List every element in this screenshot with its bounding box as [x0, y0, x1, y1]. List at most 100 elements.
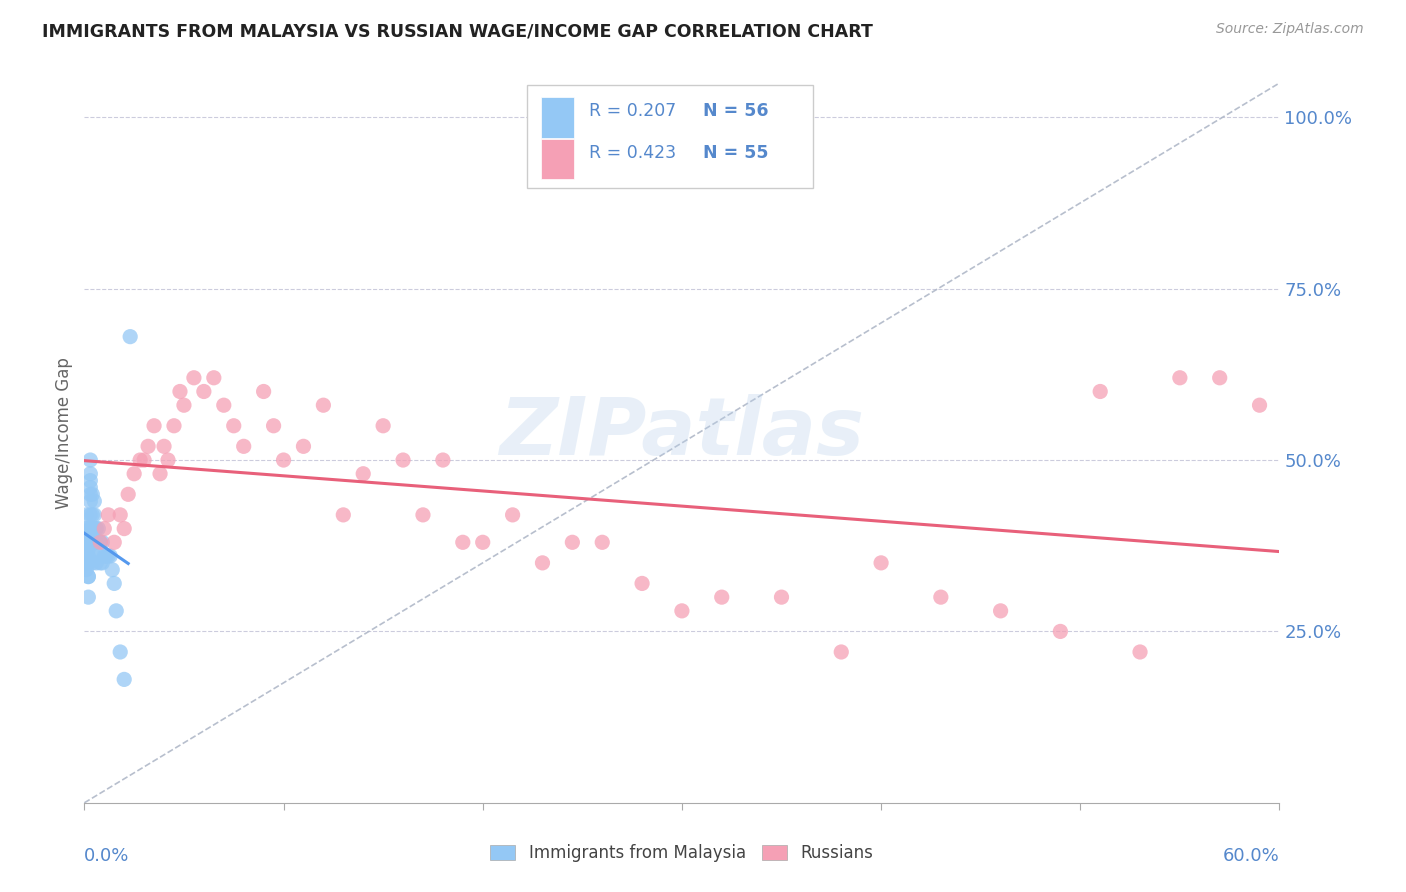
Point: [87, 549, 110, 563]
Point: [75, 522, 97, 536]
Point: [157, 453, 180, 467]
Point: [471, 535, 494, 549]
Point: [110, 508, 132, 522]
Point: [103, 535, 125, 549]
Point: [222, 418, 245, 433]
Point: [1049, 624, 1071, 639]
Point: [77, 556, 100, 570]
Point: [77, 528, 100, 542]
Point: [591, 535, 613, 549]
Point: [671, 604, 693, 618]
Point: [163, 418, 186, 433]
FancyBboxPatch shape: [541, 97, 575, 138]
Text: R = 0.207: R = 0.207: [589, 102, 676, 120]
Point: [561, 535, 583, 549]
Point: [451, 535, 474, 549]
Point: [502, 508, 524, 522]
Point: [83, 508, 105, 522]
Point: [122, 467, 145, 481]
Point: [82, 556, 104, 570]
Point: [83, 494, 105, 508]
Point: [79, 467, 101, 481]
Point: [129, 453, 152, 467]
Point: [83, 522, 105, 536]
Point: [96, 549, 118, 563]
Point: [112, 522, 135, 536]
Point: [79, 480, 101, 494]
Point: [82, 508, 104, 522]
Point: [253, 384, 276, 399]
Point: [929, 590, 952, 604]
Point: [75, 549, 97, 563]
Point: [232, 439, 254, 453]
Point: [98, 549, 121, 563]
Point: [79, 522, 101, 536]
Point: [77, 542, 100, 557]
Point: [143, 418, 166, 433]
Text: Source: ZipAtlas.com: Source: ZipAtlas.com: [1216, 22, 1364, 37]
Y-axis label: Wage/Income Gap: Wage/Income Gap: [55, 357, 73, 508]
Point: [110, 645, 132, 659]
Point: [77, 590, 100, 604]
Text: N = 56: N = 56: [703, 102, 769, 120]
Point: [1209, 371, 1232, 385]
Point: [79, 494, 101, 508]
Point: [392, 453, 415, 467]
Point: [77, 549, 100, 563]
Point: [149, 467, 172, 481]
Point: [79, 487, 101, 501]
Point: [89, 556, 111, 570]
Point: [1090, 384, 1112, 399]
Text: N = 55: N = 55: [703, 144, 769, 161]
Point: [77, 522, 100, 536]
FancyBboxPatch shape: [541, 138, 575, 179]
Point: [75, 563, 97, 577]
Point: [120, 329, 142, 343]
Point: [292, 439, 315, 453]
Point: [89, 535, 111, 549]
Point: [82, 535, 104, 549]
Point: [75, 508, 97, 522]
Point: [89, 535, 111, 549]
Point: [105, 604, 128, 618]
Point: [101, 563, 124, 577]
Point: [173, 398, 195, 412]
Point: [93, 549, 115, 563]
Point: [183, 371, 205, 385]
Point: [79, 535, 101, 549]
Point: [82, 522, 104, 536]
Point: [212, 398, 235, 412]
Point: [1249, 398, 1271, 412]
Point: [273, 453, 295, 467]
Point: [990, 604, 1012, 618]
FancyBboxPatch shape: [527, 85, 814, 188]
Legend: Immigrants from Malaysia, Russians: Immigrants from Malaysia, Russians: [484, 838, 880, 869]
Point: [79, 474, 101, 488]
Point: [710, 590, 733, 604]
Point: [86, 522, 108, 536]
Point: [153, 439, 176, 453]
Point: [332, 508, 354, 522]
Point: [86, 535, 108, 549]
Point: [91, 556, 114, 570]
Point: [112, 673, 135, 687]
Point: [373, 418, 395, 433]
Point: [75, 535, 97, 549]
Point: [86, 556, 108, 570]
Text: R = 0.423: R = 0.423: [589, 144, 676, 161]
Text: 0.0%: 0.0%: [84, 847, 129, 865]
Text: 60.0%: 60.0%: [1223, 847, 1279, 865]
Point: [432, 453, 454, 467]
Point: [103, 576, 125, 591]
Point: [830, 645, 852, 659]
Point: [531, 556, 554, 570]
Point: [870, 556, 893, 570]
Point: [79, 453, 101, 467]
Point: [87, 522, 110, 536]
Point: [312, 398, 335, 412]
Point: [263, 418, 285, 433]
Point: [77, 569, 100, 583]
Point: [631, 576, 654, 591]
Point: [770, 590, 793, 604]
Point: [77, 535, 100, 549]
